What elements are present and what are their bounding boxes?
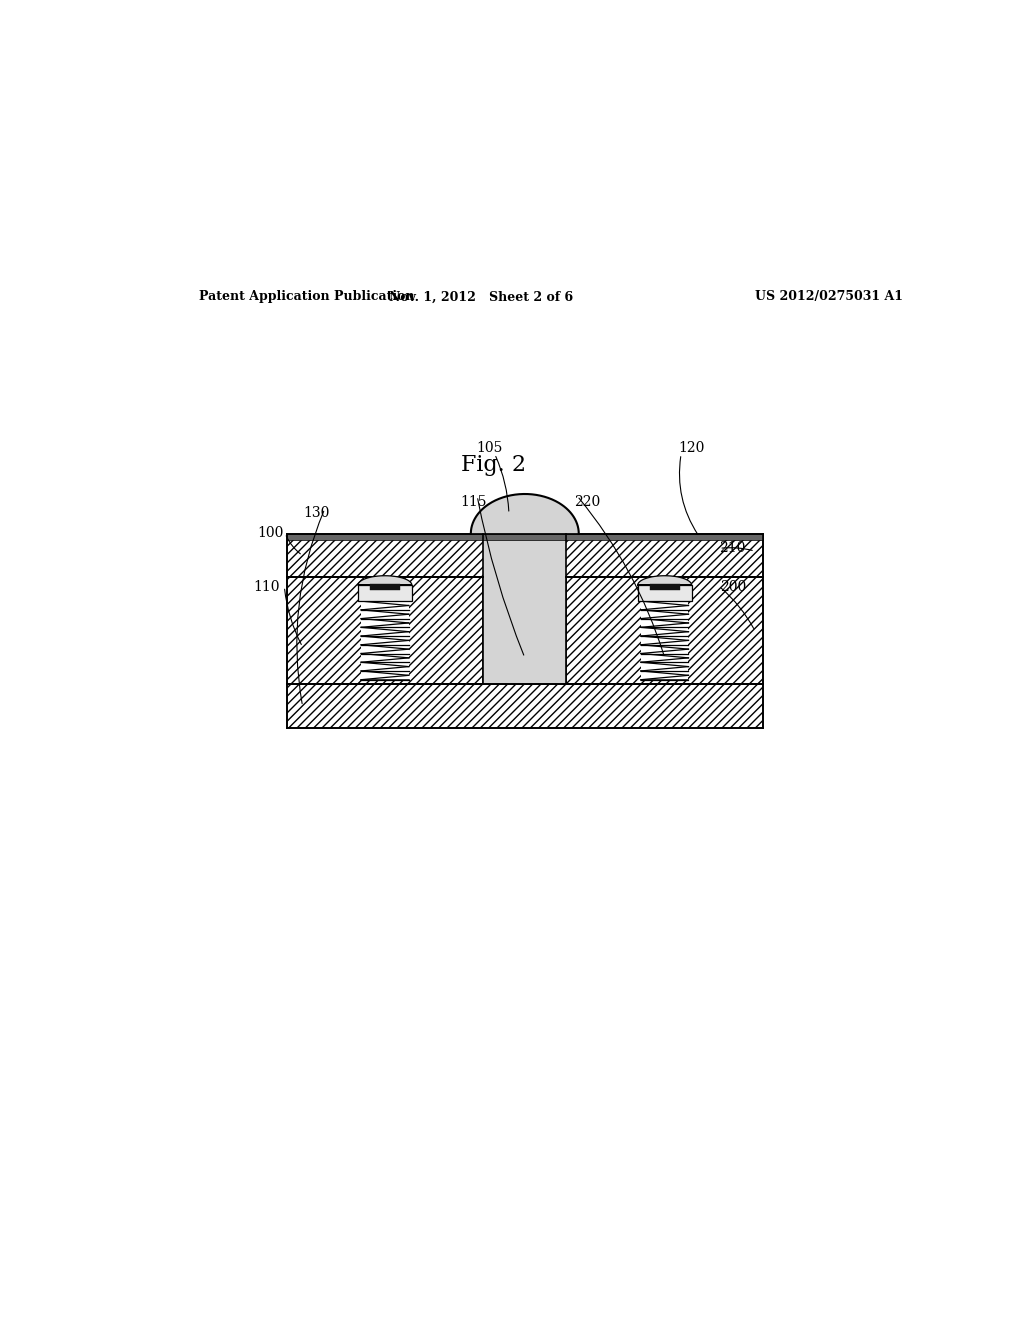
Text: Patent Application Publication: Patent Application Publication: [200, 290, 415, 304]
Polygon shape: [358, 576, 412, 585]
Text: 110: 110: [254, 581, 281, 594]
Bar: [370, 583, 399, 590]
Bar: [287, 577, 483, 685]
Text: 200: 200: [720, 581, 745, 594]
Bar: [287, 533, 763, 577]
Text: 105: 105: [476, 441, 503, 455]
Polygon shape: [471, 494, 579, 533]
Text: 130: 130: [304, 507, 330, 520]
Bar: [638, 585, 691, 601]
Bar: [287, 685, 763, 729]
Bar: [566, 577, 763, 685]
Bar: [483, 577, 566, 685]
Bar: [361, 601, 409, 680]
Text: Fig. 2: Fig. 2: [461, 454, 525, 477]
Text: Nov. 1, 2012   Sheet 2 of 6: Nov. 1, 2012 Sheet 2 of 6: [389, 290, 573, 304]
Polygon shape: [638, 576, 691, 585]
Bar: [650, 583, 680, 590]
Bar: [287, 533, 763, 540]
Text: 115: 115: [460, 495, 486, 508]
Text: 120: 120: [678, 441, 705, 455]
Bar: [483, 533, 566, 577]
Text: 210: 210: [720, 541, 745, 554]
Text: US 2012/0275031 A1: US 2012/0275031 A1: [755, 290, 903, 304]
Text: 100: 100: [258, 527, 284, 540]
Bar: [358, 585, 412, 601]
Bar: [641, 601, 688, 680]
Text: 220: 220: [573, 495, 600, 508]
